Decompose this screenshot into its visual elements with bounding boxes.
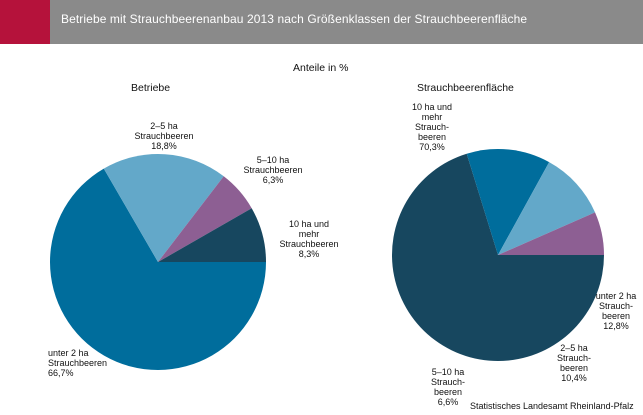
pie-charts-svg: [49, 149, 604, 370]
title-accent: [0, 0, 50, 44]
right-label-2-5-ha: 2–5 ha Strauch- beeren 10,4%: [556, 343, 591, 383]
left-slice-5-10-ha: [158, 176, 252, 262]
chart-title: Betriebe mit Strauchbeerenanbau 2013 nac…: [61, 12, 528, 26]
right-slice-unter-2-ha: [466, 149, 550, 255]
title-bar: Betriebe mit Strauchbeerenanbau 2013 nac…: [0, 0, 643, 44]
left-slice-unter-2-ha: [49, 168, 266, 370]
right-label-unter-2-ha: unter 2 ha Strauch- beeren 12,8%: [595, 291, 637, 331]
left-slice-10-ha-mehr: [158, 208, 266, 262]
left-label-10-ha-mehr: 10 ha und mehr Strauchbeeren 8,3%: [279, 219, 339, 259]
right-slice-10-ha-mehr: [392, 153, 604, 362]
pie-left-title: Betriebe: [131, 82, 171, 94]
right-label-5-10-ha: 5–10 ha Strauch- beeren 6,6%: [430, 367, 465, 407]
right-slice-5-10-ha: [498, 212, 604, 255]
left-label-unter-2-ha: unter 2 ha Strauchbeeren 66,7%: [48, 348, 108, 378]
source-note: Statistisches Landesamt Rheinland-Pfalz: [470, 401, 634, 411]
pie-right: [392, 149, 604, 362]
left-slice-2-5-ha: [103, 153, 224, 262]
pie-left: [49, 153, 266, 370]
left-label-2-5-ha: 2–5 ha Strauchbeeren 18,8%: [134, 121, 194, 151]
right-slice-2-5-ha: [498, 162, 596, 255]
left-label-5-10-ha: 5–10 ha Strauchbeeren 6,3%: [243, 155, 303, 185]
right-label-10-ha-mehr: 10 ha und mehr Strauch- beeren 70,3%: [411, 102, 453, 152]
pie-right-title: Strauchbeerenfläche: [417, 82, 514, 94]
unit-label: Anteile in %: [293, 62, 349, 74]
